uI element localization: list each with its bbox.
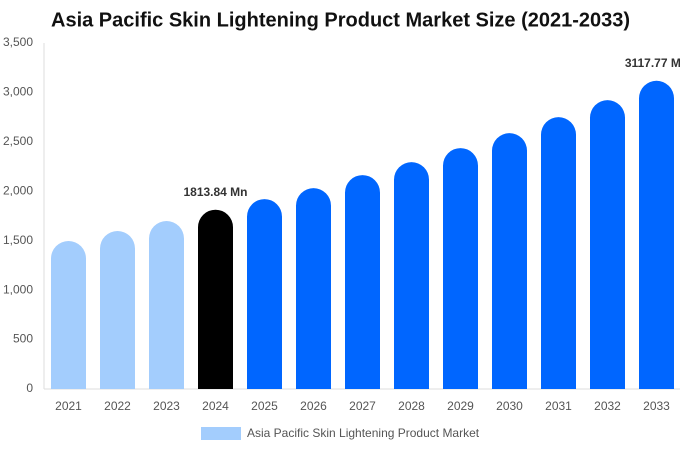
bar bbox=[345, 175, 380, 389]
y-tick-label: 2,000 bbox=[3, 183, 33, 197]
y-tick-label: 0 bbox=[26, 381, 33, 395]
x-tick-label: 2031 bbox=[545, 399, 572, 413]
x-tick-label: 2026 bbox=[300, 399, 327, 413]
value-label: 3117.77 Mn bbox=[625, 56, 680, 70]
bar bbox=[590, 100, 625, 389]
x-tick-label: 2025 bbox=[251, 399, 278, 413]
x-tick-label: 2029 bbox=[447, 399, 474, 413]
bar bbox=[443, 148, 478, 389]
x-tick-label: 2023 bbox=[153, 399, 180, 413]
y-tick-label: 1,000 bbox=[3, 282, 33, 296]
bar bbox=[541, 117, 576, 389]
chart-title: Asia Pacific Skin Lightening Product Mar… bbox=[51, 9, 630, 31]
bar bbox=[296, 188, 331, 389]
x-tick-label: 2024 bbox=[202, 399, 229, 413]
bar bbox=[247, 199, 282, 389]
bar bbox=[198, 209, 233, 389]
bar bbox=[51, 241, 86, 389]
bar bbox=[149, 221, 184, 389]
x-tick-label: 2032 bbox=[594, 399, 621, 413]
legend-swatch bbox=[201, 427, 241, 440]
x-tick-label: 2022 bbox=[104, 399, 131, 413]
x-tick-label: 2027 bbox=[349, 399, 376, 413]
bar bbox=[394, 162, 429, 389]
bar bbox=[639, 80, 674, 389]
x-tick-label: 2028 bbox=[398, 399, 425, 413]
x-tick-label: 2030 bbox=[496, 399, 523, 413]
bar bbox=[492, 133, 527, 389]
x-tick-label: 2021 bbox=[55, 399, 82, 413]
y-tick-label: 1,500 bbox=[3, 233, 33, 247]
value-label: 1813.84 Mn bbox=[183, 185, 247, 199]
y-tick-label: 3,000 bbox=[3, 85, 33, 99]
y-tick-label: 3,500 bbox=[3, 35, 33, 49]
y-tick-label: 2,500 bbox=[3, 134, 33, 148]
x-tick-label: 2033 bbox=[643, 399, 670, 413]
y-tick-label: 500 bbox=[13, 332, 33, 346]
bar bbox=[100, 231, 135, 389]
legend-label: Asia Pacific Skin Lightening Product Mar… bbox=[247, 426, 480, 440]
